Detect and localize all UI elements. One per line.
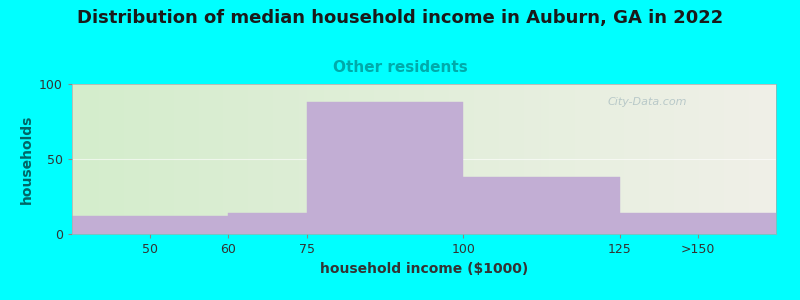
Bar [229, 213, 306, 234]
Bar [306, 102, 463, 234]
Bar [619, 213, 776, 234]
Text: City-Data.com: City-Data.com [607, 97, 686, 107]
Y-axis label: households: households [19, 114, 34, 204]
Bar [72, 216, 229, 234]
Text: Distribution of median household income in Auburn, GA in 2022: Distribution of median household income … [77, 9, 723, 27]
Bar [463, 177, 619, 234]
Text: Other residents: Other residents [333, 60, 467, 75]
X-axis label: household income ($1000): household income ($1000) [320, 262, 528, 276]
